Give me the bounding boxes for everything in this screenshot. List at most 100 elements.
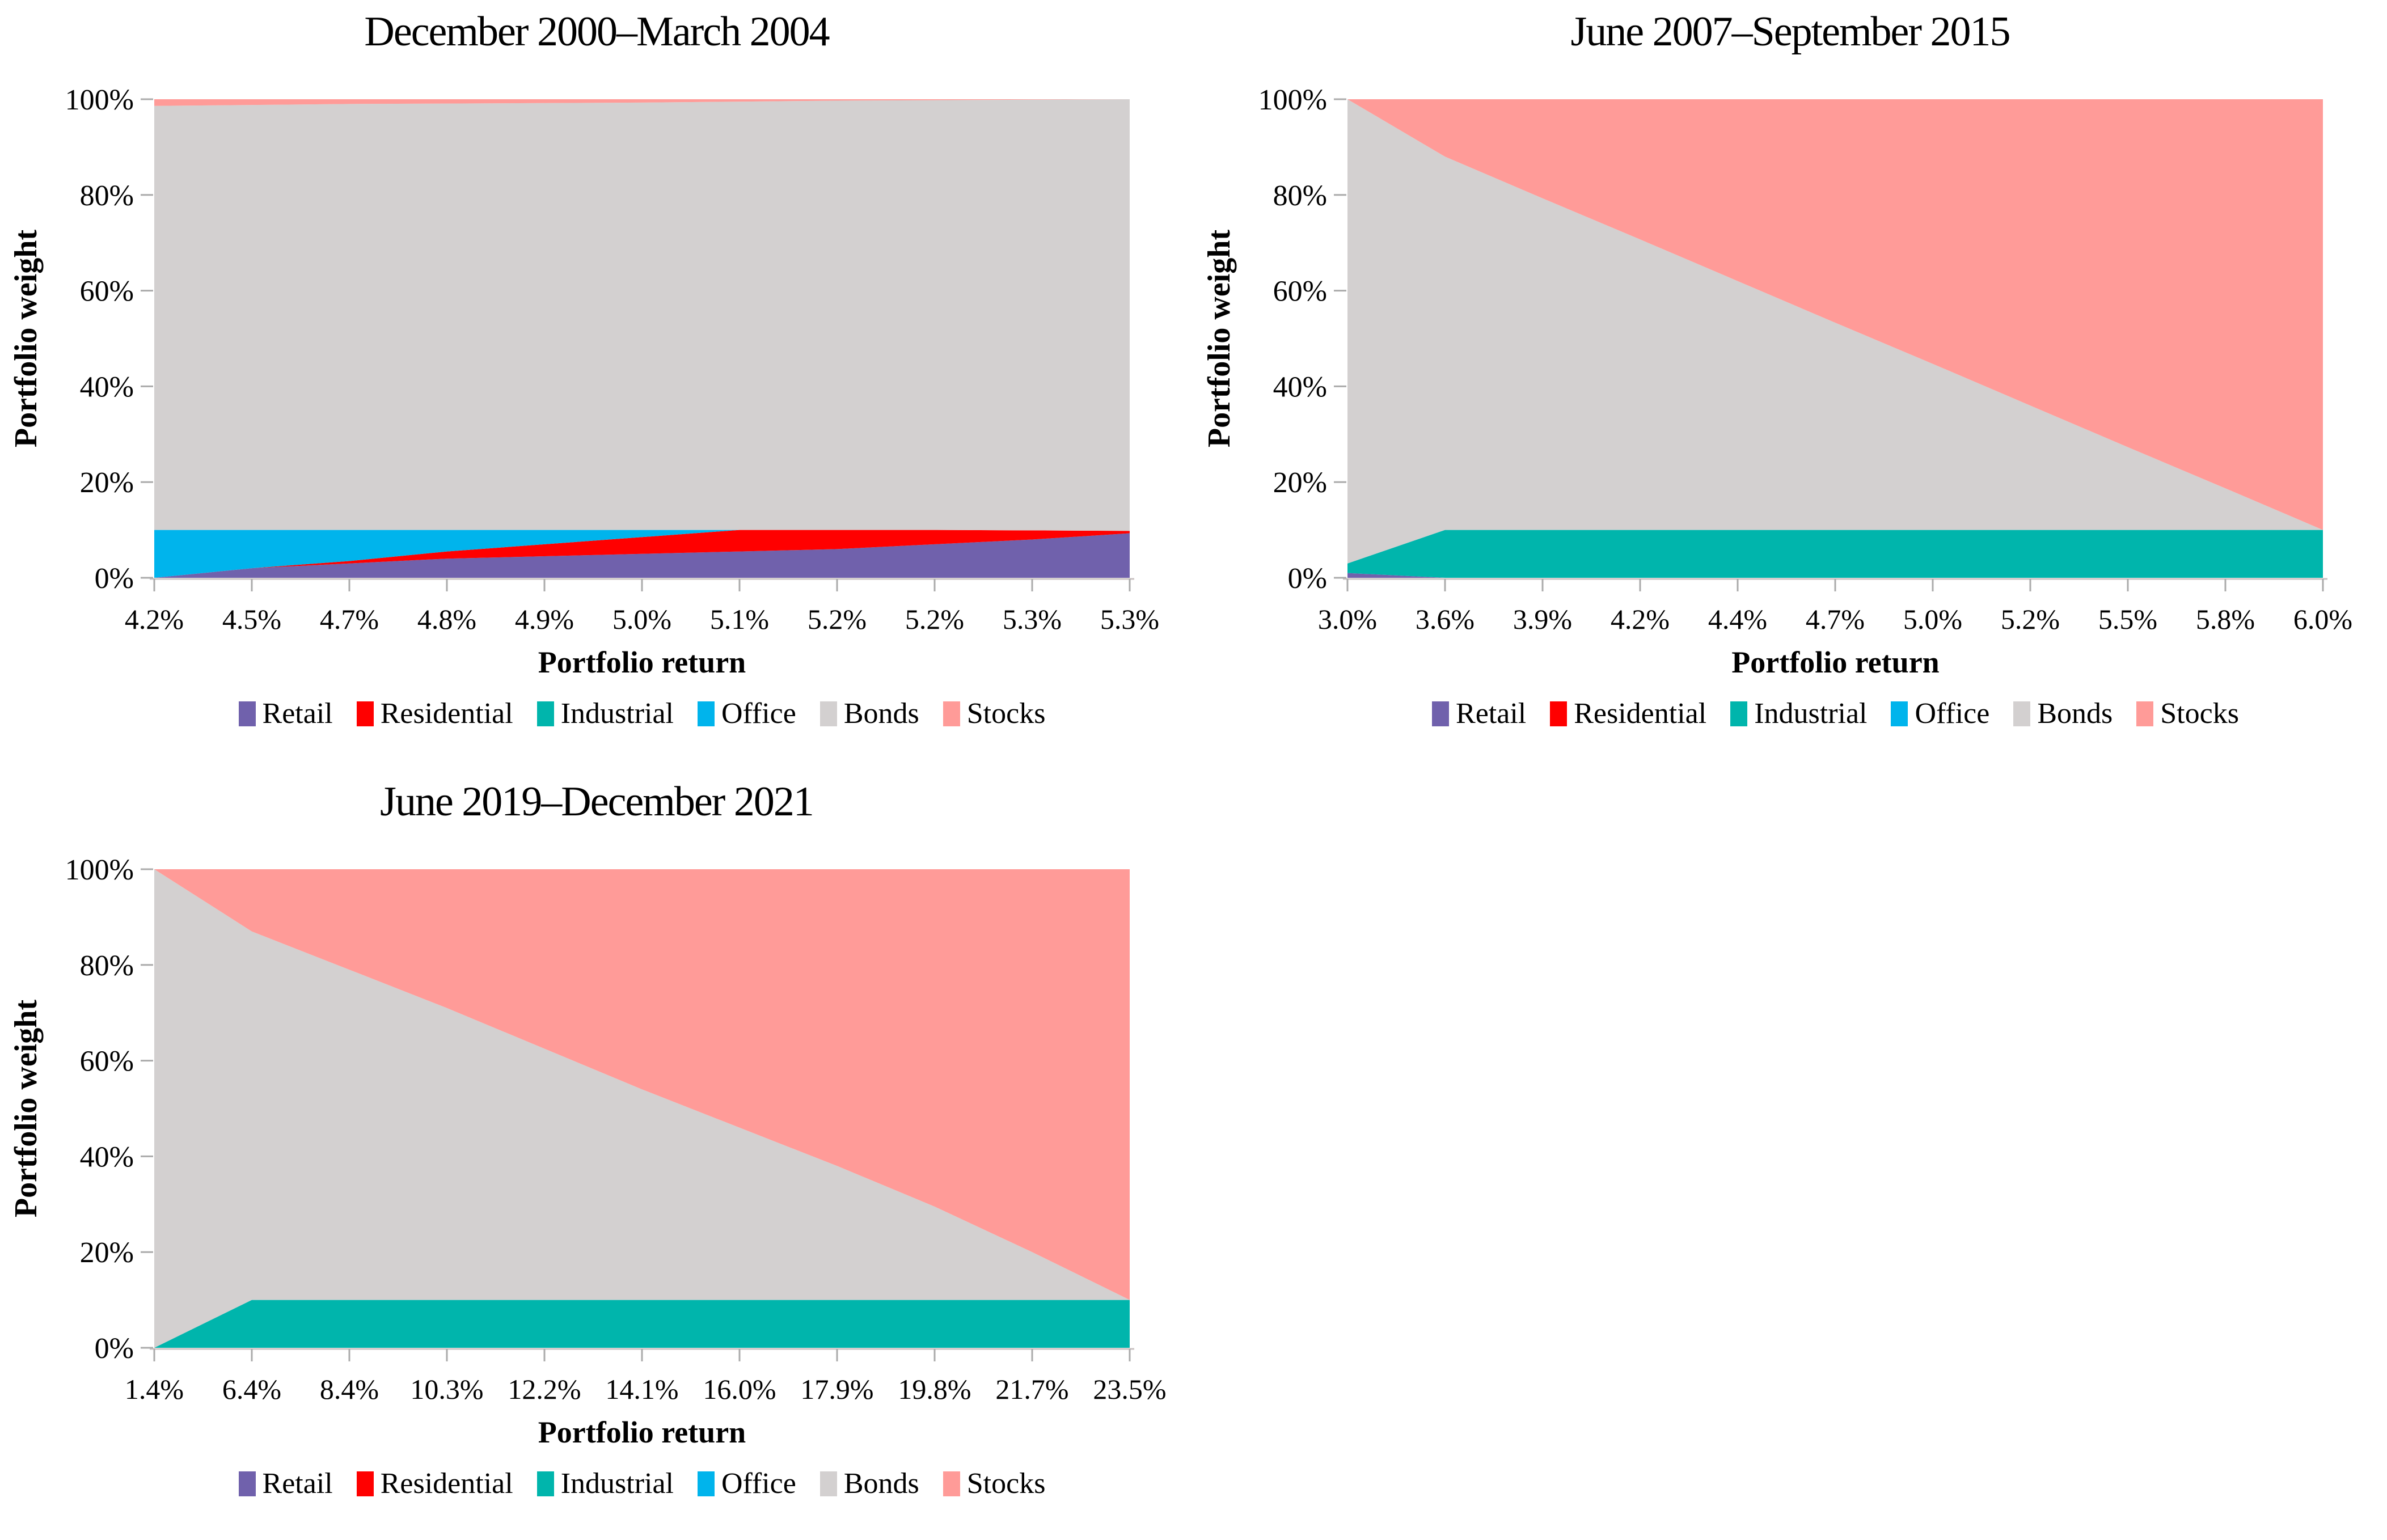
x-tick-label: 4.2% xyxy=(125,603,184,635)
area-residential xyxy=(154,530,1130,578)
legend-label: Bonds xyxy=(2037,697,2113,730)
x-tick-label: 4.9% xyxy=(515,603,574,635)
legend-label: Stocks xyxy=(966,697,1046,730)
legend-swatch-stocks xyxy=(943,701,960,726)
y-tick-label: 100% xyxy=(1258,84,1327,116)
x-tick-label: 17.9% xyxy=(800,1373,873,1405)
y-tick-label: 0% xyxy=(95,562,134,595)
x-tick-label: 5.0% xyxy=(612,603,671,635)
legend-label: Industrial xyxy=(1754,697,1868,730)
y-tick-label: 0% xyxy=(95,1332,134,1365)
x-tick-label: 6.0% xyxy=(2293,603,2352,635)
legend-item-office: Office xyxy=(697,697,796,730)
legend-swatch-retail xyxy=(1432,701,1450,726)
x-tick-label: 5.3% xyxy=(1100,603,1159,635)
y-axis-title: Portfolio weight xyxy=(1202,230,1237,447)
area-stocks xyxy=(154,99,1130,107)
legend-swatch-residential xyxy=(356,701,374,726)
legend-item-bonds: Bonds xyxy=(2013,697,2113,730)
legend-item-stocks: Stocks xyxy=(943,697,1046,730)
x-tick-label: 4.8% xyxy=(417,603,476,635)
y-tick-label: 80% xyxy=(80,180,134,212)
legend-swatch-residential xyxy=(1550,701,1568,726)
x-tick-label: 4.5% xyxy=(222,603,281,635)
legend-label: Industrial xyxy=(560,1467,674,1500)
legend-item-industrial: Industrial xyxy=(1730,697,1867,730)
legend-item-residential: Residential xyxy=(356,697,513,730)
legend-label: Bonds xyxy=(843,697,919,730)
y-tick-label: 20% xyxy=(1273,467,1327,500)
legend-swatch-stocks xyxy=(943,1471,960,1496)
y-tick-label: 40% xyxy=(1273,371,1327,404)
x-tick-label: 3.0% xyxy=(1318,603,1377,635)
legend-swatch-office xyxy=(1891,701,1908,726)
x-axis-title: Portfolio return xyxy=(538,1415,746,1450)
legend-item-residential: Residential xyxy=(356,1467,513,1500)
chart-3-june-2019-december-2021: June 2019–December 2021 0% 20% 40% 60% 80% 10… xyxy=(0,770,1193,1540)
legend-label: Office xyxy=(721,697,796,730)
legend-label: Residential xyxy=(380,697,513,730)
legend-item-stocks: Stocks xyxy=(2136,697,2239,730)
legend-item-retail: Retail xyxy=(238,1467,333,1500)
legend-label: Office xyxy=(1915,697,1990,730)
legend-swatch-stocks xyxy=(2136,701,2154,726)
plot-area: 0% 20% 40% 60% 80% 100% 1.4% 6.4% 8.4% 10.3% 12.2%… xyxy=(9,854,1167,1405)
legend-item-office: Office xyxy=(697,1467,796,1500)
legend-label: Retail xyxy=(1456,697,1527,730)
legend-label: Office xyxy=(721,1467,796,1500)
y-axis-title: Portfolio weight xyxy=(9,230,44,447)
y-tick-label: 40% xyxy=(80,1141,134,1174)
x-tick-label: 16.0% xyxy=(703,1373,776,1405)
x-tick-label: 12.2% xyxy=(508,1373,581,1405)
y-tick-label: 20% xyxy=(80,1237,134,1270)
chart-1-december-2000-march-2004: December 2000–March 2004 0% 20% 40% 60% 80% 1… xyxy=(0,0,1193,770)
legend-item-retail: Retail xyxy=(1432,697,1526,730)
y-tick-label: 0% xyxy=(1288,562,1327,595)
legend-label: Bonds xyxy=(843,1467,919,1500)
area-bonds xyxy=(154,99,1130,531)
x-tick-label: 4.7% xyxy=(320,603,379,635)
x-tick-label: 3.9% xyxy=(1513,603,1572,635)
area-office xyxy=(154,530,1130,578)
legend-swatch-office xyxy=(697,1471,715,1496)
y-tick-label: 20% xyxy=(80,467,134,500)
area-industrial xyxy=(1347,530,2323,578)
legend-swatch-office xyxy=(697,701,715,726)
plot-area: 0% 20% 40% 60% 80% 100% 4.2% 4.5% 4.7% 4.8% 4.9% 5.… xyxy=(9,84,1159,635)
legend-swatch-retail xyxy=(238,701,256,726)
area-stocks xyxy=(1347,99,2323,530)
x-tick-label: 5.5% xyxy=(2098,603,2157,635)
legend-swatch-residential xyxy=(356,1471,374,1496)
legend-label: Residential xyxy=(380,1467,513,1500)
x-tick-label: 14.1% xyxy=(605,1373,678,1405)
x-tick-label: 3.6% xyxy=(1416,603,1475,635)
legend-swatch-bonds xyxy=(819,1471,837,1496)
x-axis-title: Portfolio return xyxy=(1731,645,1940,680)
legend-item-bonds: Bonds xyxy=(819,697,919,730)
x-tick-label: 8.4% xyxy=(320,1373,379,1405)
x-tick-label: 10.3% xyxy=(410,1373,483,1405)
legend-item-residential: Residential xyxy=(1550,697,1706,730)
legend-swatch-industrial xyxy=(1730,701,1748,726)
x-tick-label: 6.4% xyxy=(222,1373,281,1405)
y-tick-label: 80% xyxy=(1273,180,1327,212)
legend-label: Retail xyxy=(262,697,333,730)
legend-label: Residential xyxy=(1574,697,1707,730)
x-axis-title: Portfolio return xyxy=(538,645,746,680)
x-tick-label: 21.7% xyxy=(995,1373,1068,1405)
legend-swatch-industrial xyxy=(536,701,554,726)
legend-label: Industrial xyxy=(560,697,674,730)
y-tick-label: 80% xyxy=(80,950,134,982)
legend-item-industrial: Industrial xyxy=(536,1467,674,1500)
x-tick-label: 1.4% xyxy=(125,1373,184,1405)
y-tick-label: 40% xyxy=(80,371,134,404)
legend-label: Stocks xyxy=(966,1467,1046,1500)
y-tick-label: 100% xyxy=(65,84,134,116)
legend-item-retail: Retail xyxy=(238,697,333,730)
legend-swatch-bonds xyxy=(819,701,837,726)
legend-item-office: Office xyxy=(1891,697,1989,730)
y-tick-label: 60% xyxy=(1273,276,1327,308)
x-tick-label: 4.7% xyxy=(1806,603,1865,635)
chart-title: December 2000–March 2004 xyxy=(364,9,830,55)
